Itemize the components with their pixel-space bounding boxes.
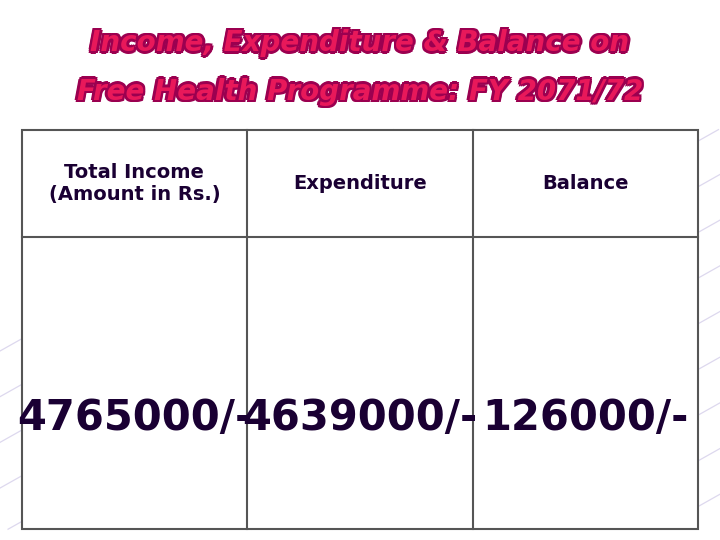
Text: Free Health Programme: FY 2071/72: Free Health Programme: FY 2071/72 [77,78,643,106]
Text: Income, Expenditure & Balance on: Income, Expenditure & Balance on [91,27,629,55]
Text: Free Health Programme: FY 2071/72: Free Health Programme: FY 2071/72 [77,76,643,103]
Text: Free Health Programme: FY 2071/72: Free Health Programme: FY 2071/72 [79,80,645,108]
Text: 126000/-: 126000/- [482,397,689,440]
Text: Expenditure: Expenditure [293,174,427,193]
Text: Free Health Programme: FY 2071/72: Free Health Programme: FY 2071/72 [79,78,646,106]
Text: Income, Expenditure & Balance on: Income, Expenditure & Balance on [89,27,628,55]
Text: 4639000/-: 4639000/- [243,397,477,440]
Text: Free Health Programme: FY 2071/72: Free Health Programme: FY 2071/72 [75,76,641,104]
Bar [22,130,698,529]
Text: Free Health Programme: FY 2071/72: Free Health Programme: FY 2071/72 [77,80,643,108]
Text: Free Health Programme: FY 2071/72: Free Health Programme: FY 2071/72 [74,78,641,106]
Text: Income, Expenditure & Balance on: Income, Expenditure & Balance on [92,31,631,59]
Text: Income, Expenditure & Balance on: Income, Expenditure & Balance on [91,32,629,59]
Text: Income, Expenditure & Balance on: Income, Expenditure & Balance on [93,29,632,57]
Text: Income, Expenditure & Balance on: Income, Expenditure & Balance on [92,27,631,55]
Text: Total Income
(Amount in Rs.): Total Income (Amount in Rs.) [48,163,220,204]
Text: Income, Expenditure & Balance on: Income, Expenditure & Balance on [89,31,628,59]
Text: Free Health Programme: FY 2071/72: Free Health Programme: FY 2071/72 [79,76,645,104]
Text: Balance: Balance [542,174,629,193]
Text: Income, Expenditure & Balance on: Income, Expenditure & Balance on [88,29,627,57]
Text: 4765000/-: 4765000/- [17,397,252,440]
Bar [22,130,698,529]
Text: Free Health Programme: FY 2071/72: Free Health Programme: FY 2071/72 [75,80,641,108]
Text: Income, Expenditure & Balance on: Income, Expenditure & Balance on [91,29,629,57]
